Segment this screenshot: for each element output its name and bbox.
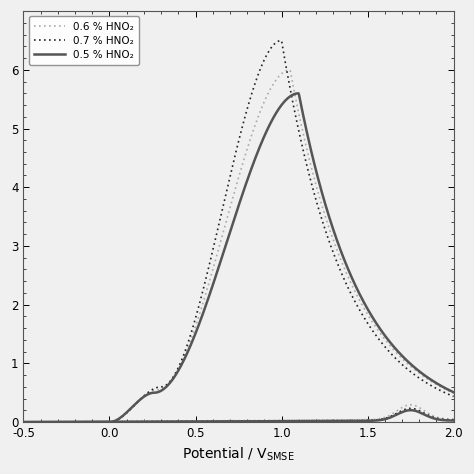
0.7 % HNO₂ — [279, 37, 284, 43]
0.6 % HNO₂ — [47, 419, 53, 425]
Line: 0.6 % HNO₂: 0.6 % HNO₂ — [24, 70, 454, 422]
0.7 % HNO₂ — [392, 354, 397, 360]
0.7 % HNO₂ — [21, 419, 27, 425]
0.5 % HNO₂ — [21, 419, 27, 425]
0.6 % HNO₂ — [392, 348, 397, 354]
0.6 % HNO₂ — [270, 81, 276, 87]
Line: 0.5 % HNO₂: 0.5 % HNO₂ — [24, 93, 454, 422]
0.7 % HNO₂ — [282, 58, 288, 64]
0.7 % HNO₂ — [47, 419, 53, 425]
X-axis label: Potential / V$_{\mathrm{SMSE}}$: Potential / V$_{\mathrm{SMSE}}$ — [182, 446, 295, 463]
0.6 % HNO₂ — [451, 390, 456, 396]
0.5 % HNO₂ — [392, 345, 397, 350]
0.7 % HNO₂ — [270, 42, 276, 48]
0.5 % HNO₂ — [347, 271, 353, 277]
0.7 % HNO₂ — [347, 289, 353, 295]
0.5 % HNO₂ — [282, 99, 287, 104]
0.6 % HNO₂ — [295, 107, 301, 113]
0.5 % HNO₂ — [270, 115, 276, 121]
0.5 % HNO₂ — [47, 419, 53, 425]
0.7 % HNO₂ — [451, 393, 456, 399]
0.6 % HNO₂ — [287, 67, 293, 73]
Legend: 0.6 % HNO₂, 0.7 % HNO₂, 0.5 % HNO₂: 0.6 % HNO₂, 0.7 % HNO₂, 0.5 % HNO₂ — [29, 16, 139, 65]
0.6 % HNO₂ — [347, 279, 353, 284]
0.5 % HNO₂ — [296, 91, 301, 96]
0.6 % HNO₂ — [282, 69, 287, 74]
0.7 % HNO₂ — [295, 125, 301, 130]
Line: 0.7 % HNO₂: 0.7 % HNO₂ — [24, 40, 454, 422]
0.6 % HNO₂ — [21, 419, 27, 425]
0.5 % HNO₂ — [295, 91, 301, 96]
0.5 % HNO₂ — [451, 390, 456, 395]
